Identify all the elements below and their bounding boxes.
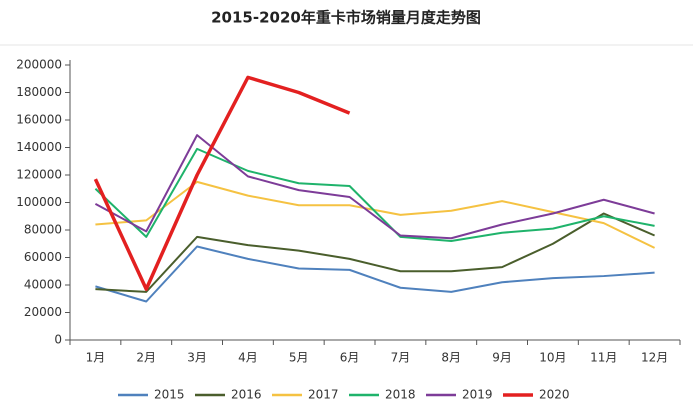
y-tick-label: 20000 <box>24 305 62 319</box>
legend-label: 2015 <box>154 388 185 402</box>
y-tick-label: 140000 <box>16 140 62 154</box>
legend-label: 2016 <box>231 388 262 402</box>
y-tick-label: 200000 <box>16 58 62 72</box>
x-tick-label: 10月 <box>539 351 566 365</box>
x-tick-label: 11月 <box>590 351 617 365</box>
y-tick-label: 40000 <box>24 278 62 292</box>
x-tick-label: 9月 <box>492 351 512 365</box>
line-series <box>95 212 655 293</box>
x-tick-label: 5月 <box>289 351 309 365</box>
y-tick-label: 100000 <box>16 195 62 209</box>
line-series <box>93 75 351 291</box>
legend-label: 2018 <box>385 388 416 402</box>
line-series <box>94 147 655 242</box>
chart-title: 2015-2020年重卡市场销量月度走势图 <box>211 9 481 27</box>
legend-label: 2017 <box>308 388 339 402</box>
line-series <box>95 245 655 303</box>
y-tick-label: 60000 <box>24 250 62 264</box>
y-tick-label: 0 <box>54 333 62 347</box>
x-tick-label: 2月 <box>136 351 156 365</box>
y-tick-label: 160000 <box>16 113 62 127</box>
x-tick-label: 6月 <box>340 351 360 365</box>
x-tick-label: 3月 <box>187 351 207 365</box>
x-tick-label: 12月 <box>641 351 668 365</box>
legend-label: 2020 <box>539 388 570 402</box>
legend-label: 2019 <box>462 388 493 402</box>
line-series <box>94 134 655 240</box>
x-tick-label: 4月 <box>238 351 258 365</box>
x-tick-label: 7月 <box>391 351 411 365</box>
y-tick-label: 180000 <box>16 85 62 99</box>
x-tick-label: 1月 <box>86 351 106 365</box>
y-tick-label: 120000 <box>16 168 62 182</box>
y-tick-label: 80000 <box>24 223 62 237</box>
x-tick-label: 8月 <box>441 351 461 365</box>
